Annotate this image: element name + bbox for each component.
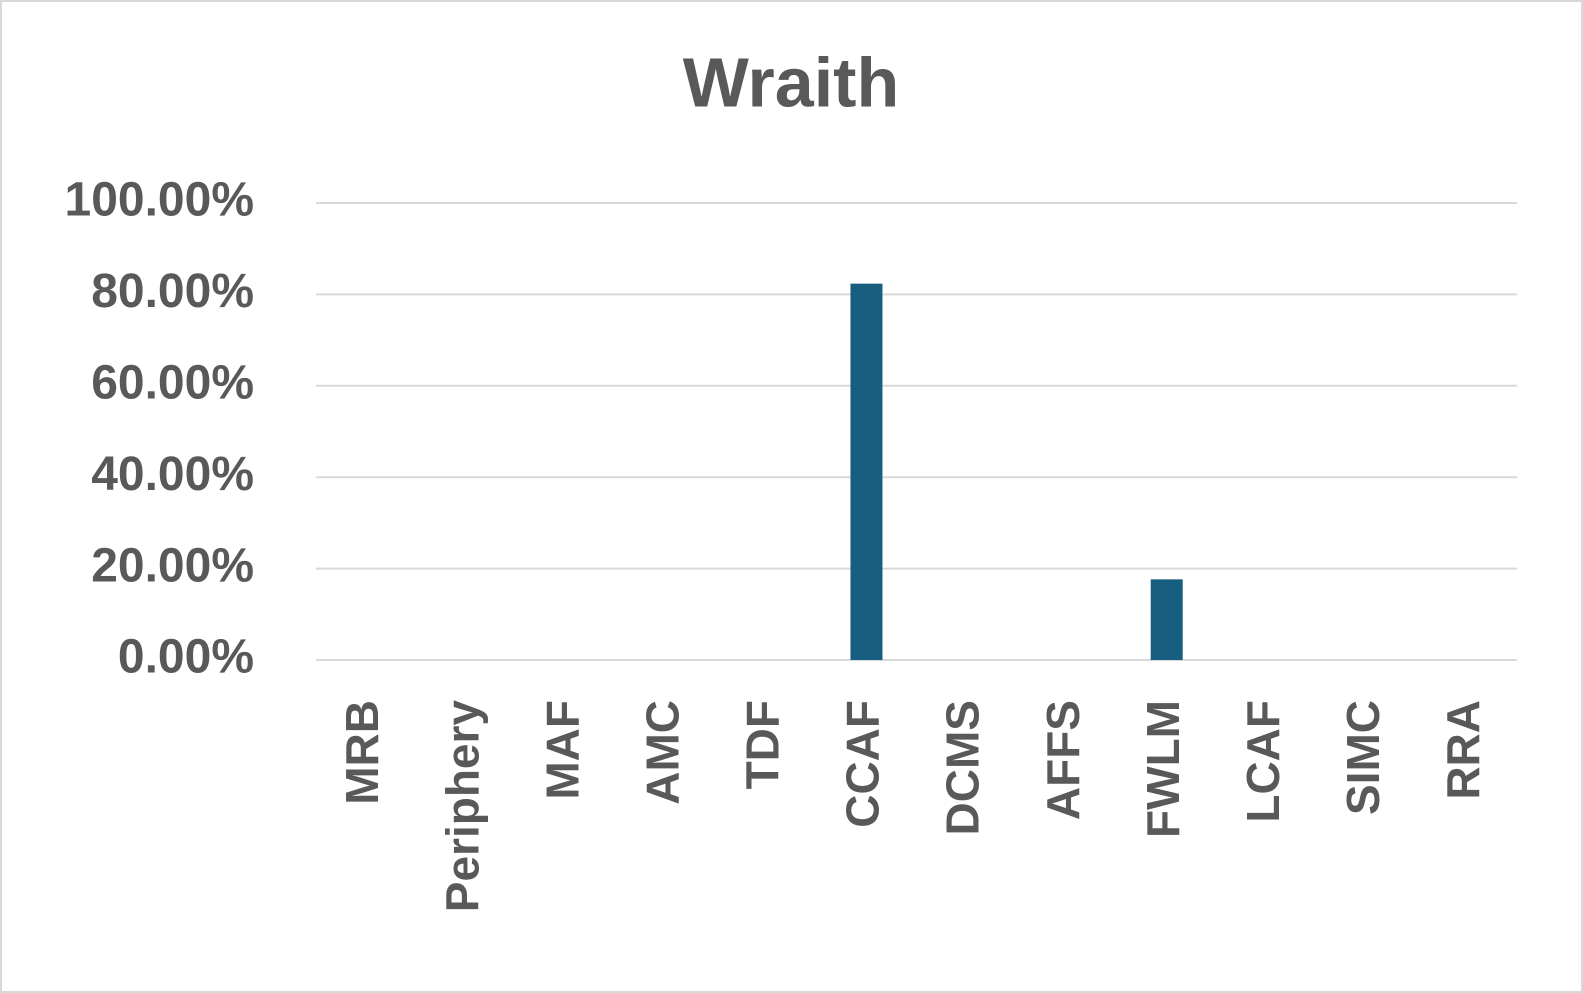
chart-title: Wraith xyxy=(683,43,900,121)
bar xyxy=(1150,579,1183,660)
x-tick-label: AMC xyxy=(636,700,688,805)
x-tick-label: Periphery xyxy=(436,700,488,913)
x-tick-label: TDF xyxy=(737,700,789,789)
x-tick-label: CCAF xyxy=(837,700,889,828)
x-tick-label: FWLM xyxy=(1137,700,1189,838)
y-tick-label: 60.00% xyxy=(91,356,254,409)
x-tick-label: SIMC xyxy=(1337,700,1389,815)
x-tick-label: DCMS xyxy=(937,700,989,835)
y-tick-label: 100.00% xyxy=(65,174,255,227)
x-tick-label: MAF xyxy=(536,700,588,800)
y-tick-label: 40.00% xyxy=(91,448,254,501)
bar xyxy=(850,283,883,660)
y-tick-label: 20.00% xyxy=(91,539,254,592)
x-tick-label: LCAF xyxy=(1237,700,1289,823)
y-tick-label: 80.00% xyxy=(91,265,254,318)
x-tick-label: AFFS xyxy=(1037,700,1089,820)
x-tick-label: RRA xyxy=(1437,700,1489,800)
x-tick-label: MRB xyxy=(336,700,388,805)
y-tick-label: 0.00% xyxy=(118,631,254,684)
